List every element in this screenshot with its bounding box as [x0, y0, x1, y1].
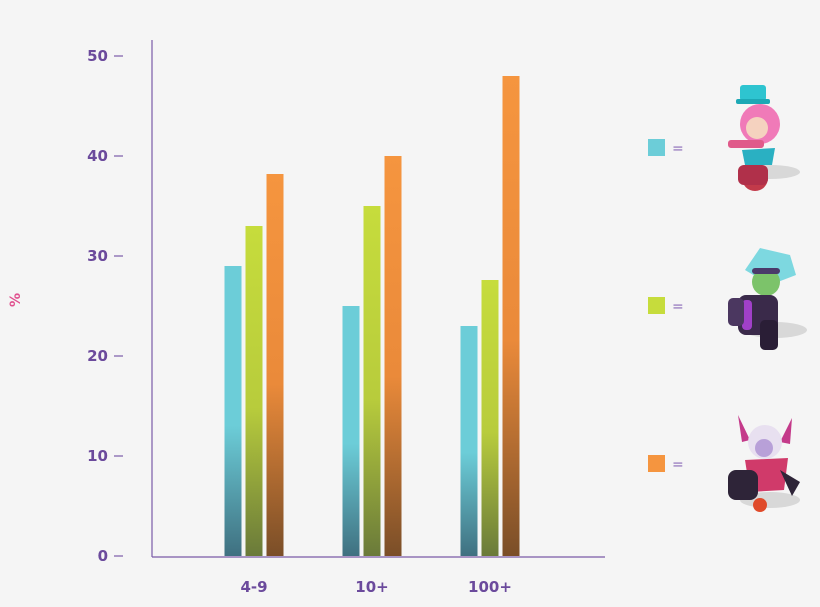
bar-10-series1 [342, 306, 360, 556]
legend-equals-3: = [672, 457, 684, 473]
bar-49-series3 [266, 174, 284, 556]
legend-swatch-3 [648, 455, 665, 472]
legend-equals-1: = [672, 141, 684, 157]
character-pink-hair-top-hat-cannon-icon [728, 85, 800, 191]
legend-swatch-2 [648, 297, 665, 314]
legend-swatch-1 [648, 139, 665, 156]
y-tick-label: 50 [87, 47, 108, 65]
x-category-label: 10+ [355, 578, 388, 596]
x-category-label: 4-9 [240, 578, 267, 596]
bar-49-series2 [245, 226, 263, 556]
bar-10-series3 [384, 156, 402, 556]
y-tick-label: 40 [87, 147, 108, 165]
y-tick-label: 30 [87, 247, 108, 265]
x-category-label: 100+ [468, 578, 512, 596]
y-tick-label: 10 [87, 447, 108, 465]
bars-group [224, 76, 520, 556]
y-axis: 0 10 20 30 40 50 [87, 47, 123, 565]
bar-100-series3 [502, 76, 520, 556]
legend: = = = [648, 85, 807, 512]
bar-10-series2 [363, 206, 381, 556]
x-axis-labels: 4-9 10+ 100+ [240, 578, 512, 596]
character-horned-dark-devil-cannon-icon [728, 415, 800, 512]
bar-100-series1 [460, 326, 478, 556]
bar-100-series2 [481, 280, 499, 556]
y-tick-label: 20 [87, 347, 108, 365]
y-axis-label: % [8, 293, 24, 307]
character-blue-hair-goggles-dark-armor-icon [728, 248, 807, 350]
legend-equals-2: = [672, 299, 684, 315]
bar-49-series1 [224, 266, 242, 556]
y-tick-label: 0 [98, 547, 108, 565]
